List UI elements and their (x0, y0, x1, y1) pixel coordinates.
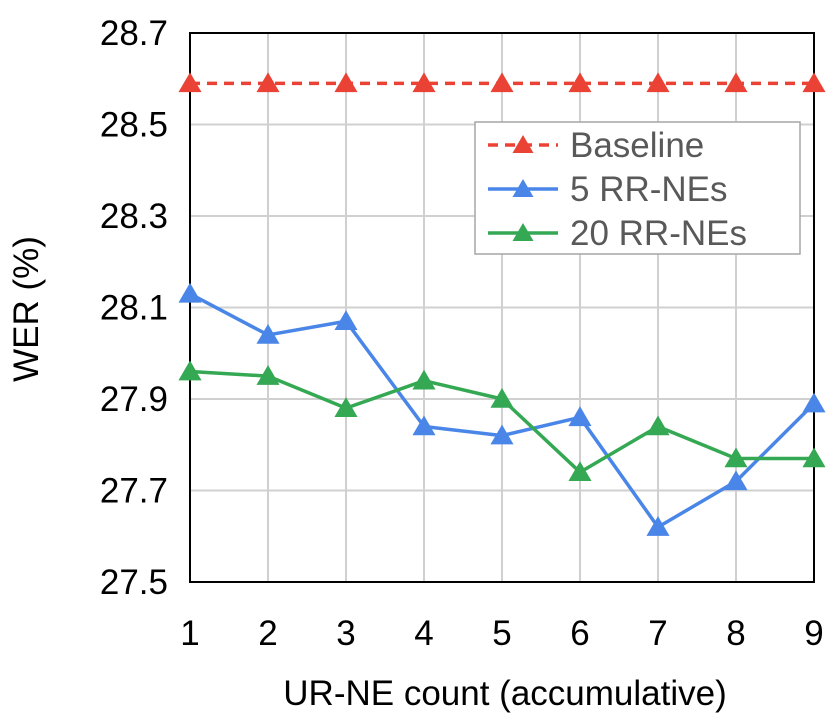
x-tick-label: 8 (726, 614, 745, 653)
x-tick-label: 1 (180, 614, 199, 653)
legend-label: 5 RR-NEs (570, 170, 728, 209)
y-axis-ticks: 27.5 27.7 27.9 28.1 28.3 28.5 28.7 (100, 14, 168, 602)
x-axis-ticks: 1 2 3 4 5 6 7 8 9 (180, 614, 823, 653)
series-3 (178, 360, 826, 481)
data-point (490, 424, 514, 445)
data-point (178, 282, 202, 303)
data-point (802, 447, 826, 468)
data-point (256, 72, 280, 93)
data-point (646, 72, 670, 93)
data-point (568, 461, 592, 481)
data-point (256, 365, 280, 385)
x-tick-label: 3 (336, 614, 355, 653)
data-point (178, 360, 202, 381)
x-tick-label: 6 (570, 614, 589, 653)
y-axis-title: WER (%) (7, 236, 46, 382)
data-point (724, 72, 748, 93)
data-point (256, 323, 280, 344)
legend-marker (512, 135, 534, 153)
legend-label: 20 RR-NEs (570, 214, 747, 253)
x-tick-label: 7 (648, 614, 667, 653)
y-tick-label: 28.7 (100, 14, 168, 53)
legend-marker (512, 179, 534, 197)
y-tick-label: 28.3 (100, 197, 168, 236)
data-point (568, 72, 592, 93)
y-tick-label: 27.9 (100, 380, 168, 419)
x-tick-label: 9 (804, 614, 823, 653)
series-2 (178, 282, 826, 536)
grid-lines (189, 32, 815, 583)
data-point (802, 72, 826, 93)
data-point (724, 470, 748, 491)
series-layer (178, 72, 826, 536)
data-point (646, 415, 670, 436)
x-tick-label: 4 (414, 614, 433, 653)
data-point (490, 72, 514, 93)
y-tick-label: 27.5 (100, 563, 168, 602)
data-point (412, 369, 436, 390)
plot-area-frame (189, 32, 815, 583)
data-point (412, 415, 436, 436)
series-1 (178, 72, 826, 93)
data-point (334, 72, 358, 93)
y-tick-label: 28.5 (100, 106, 168, 145)
x-tick-label: 2 (258, 614, 277, 653)
legend: Baseline 5 RR-NEs 20 RR-NEs (474, 121, 801, 255)
data-point (724, 447, 748, 468)
legend-label: Baseline (570, 126, 704, 165)
data-point (334, 310, 358, 331)
data-point (412, 72, 436, 93)
data-point (568, 406, 592, 427)
data-point (178, 72, 202, 93)
data-point (334, 397, 358, 417)
data-point (802, 392, 826, 413)
data-point (646, 516, 670, 536)
y-tick-label: 27.7 (100, 472, 168, 511)
x-axis-title: UR-NE count (accumulative) (283, 674, 726, 713)
data-point (490, 388, 514, 408)
x-tick-label: 5 (492, 614, 511, 653)
legend-marker (512, 223, 534, 241)
y-tick-label: 28.1 (100, 289, 168, 328)
